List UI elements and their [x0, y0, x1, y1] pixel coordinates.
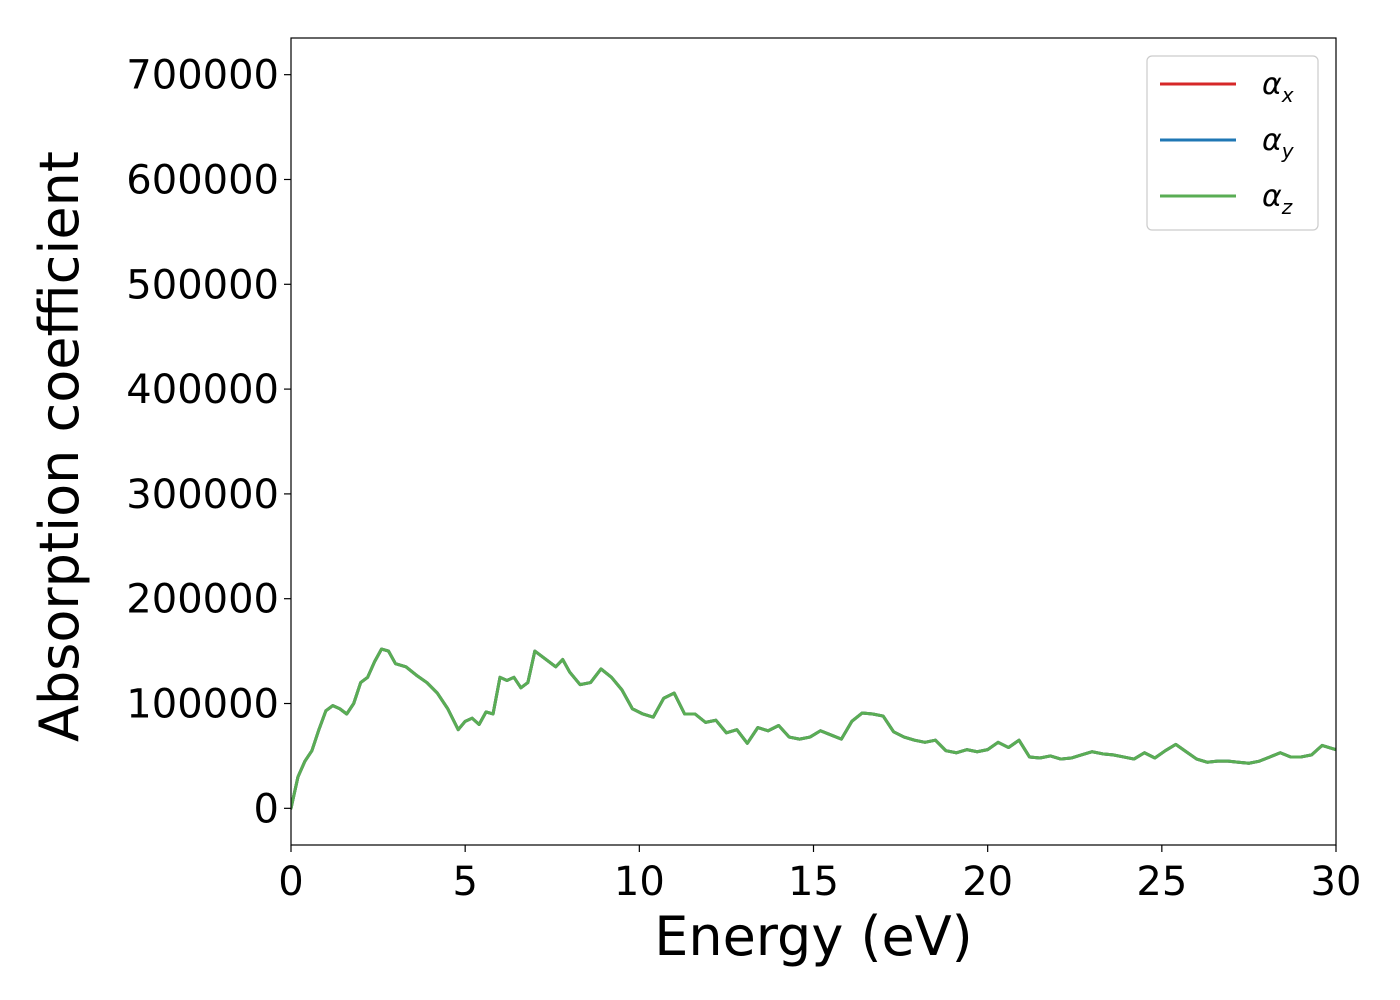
legend-label-main: α	[1262, 67, 1282, 102]
y-tick-label: 0	[254, 786, 279, 832]
legend-label-y: αy	[1262, 123, 1295, 163]
legend-label-z: αz	[1262, 179, 1293, 219]
y-axis-title: Absorption coefficient	[28, 151, 91, 742]
x-tick-label: 20	[962, 859, 1013, 905]
legend-label-main: α	[1262, 123, 1282, 158]
x-axis-ticks: 0 5 10 15 20 25 30	[278, 845, 1361, 905]
y-tick-label: 100000	[126, 682, 279, 728]
x-tick-label: 5	[452, 859, 477, 905]
legend-label-main: α	[1262, 179, 1282, 214]
series-line-x	[291, 647, 1336, 810]
x-tick-label: 30	[1311, 859, 1362, 905]
y-axis-ticks: 0 100000 200000 300000 400000 500000 600000 700…	[126, 53, 291, 832]
x-tick-label: 15	[788, 859, 839, 905]
y-tick-label: 200000	[126, 577, 279, 623]
x-axis-title: Energy (eV)	[654, 905, 973, 968]
y-tick-label: 300000	[126, 472, 279, 518]
y-tick-label: 500000	[126, 262, 279, 308]
legend-box	[1146, 55, 1319, 231]
x-tick-label: 0	[278, 859, 303, 905]
x-tick-label: 25	[1136, 859, 1187, 905]
y-tick-label: 700000	[126, 53, 279, 99]
legend-label-subscript: z	[1281, 195, 1293, 219]
legend-label-subscript: y	[1281, 139, 1295, 163]
y-tick-label: 400000	[126, 367, 279, 413]
legend-label-subscript: x	[1281, 83, 1294, 107]
y-tick-label: 600000	[126, 157, 279, 203]
series-line-z	[291, 647, 1336, 810]
plot-area-frame	[290, 37, 1337, 846]
series-line-y	[291, 647, 1336, 810]
series-lines	[291, 647, 1336, 810]
x-tick-label: 10	[614, 859, 665, 905]
legend-label-x: αx	[1262, 67, 1294, 107]
